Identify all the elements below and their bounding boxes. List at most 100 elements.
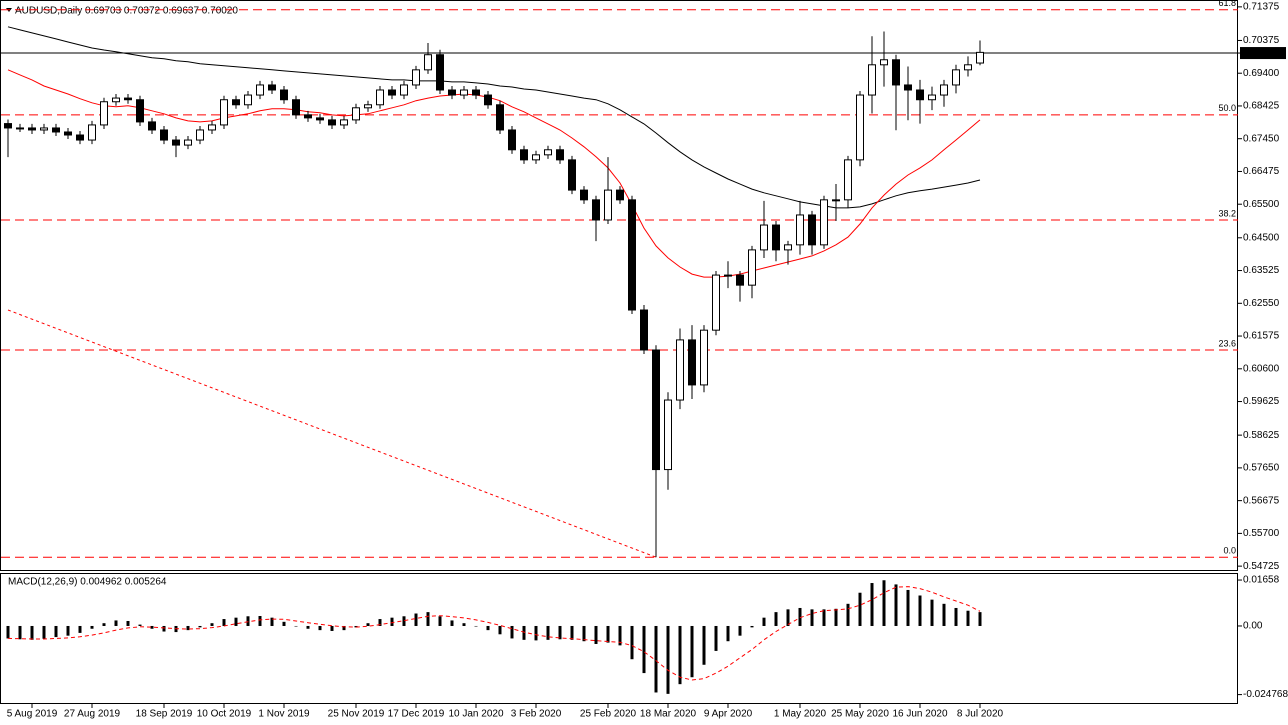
x-tick-label: 18 Sep 2019 <box>136 709 193 720</box>
candle-body <box>472 89 480 96</box>
macd-bar <box>198 625 202 628</box>
macd-bar <box>246 616 250 626</box>
macd-bar <box>258 616 262 626</box>
candle-body <box>340 119 348 126</box>
macd-bar <box>786 609 790 626</box>
candle-body <box>352 107 360 121</box>
candle-body <box>916 89 924 101</box>
candle-body <box>484 94 492 106</box>
y-tick-label: 0.61575 <box>1243 331 1280 342</box>
candle-body <box>856 94 864 161</box>
candle-body <box>628 199 636 311</box>
macd-bar <box>546 625 550 640</box>
y-tick-label: 0.69400 <box>1243 68 1280 79</box>
candle-body <box>544 149 552 156</box>
macd-bar <box>918 595 922 626</box>
macd-bar <box>462 623 466 626</box>
macd-bar <box>42 625 46 639</box>
macd-signal <box>7 586 981 681</box>
macd-bar <box>762 617 766 626</box>
candle-body <box>184 139 192 146</box>
x-tick-label: 9 Apr 2020 <box>704 709 753 720</box>
macd-bar <box>162 625 166 632</box>
candle-body <box>832 199 840 202</box>
macd-bar <box>906 589 910 626</box>
candle-body <box>244 94 252 106</box>
macd-bar <box>954 607 958 626</box>
macd-bar <box>186 625 190 631</box>
candle-body <box>952 69 960 86</box>
y-tick-label: 0.56675 <box>1243 495 1280 506</box>
x-tick-label: 16 Jun 2020 <box>892 709 947 720</box>
candle-body <box>364 104 372 109</box>
macd-bar <box>18 625 22 640</box>
candle-body <box>172 139 180 146</box>
macd-bar <box>594 625 598 644</box>
macd-bar <box>306 625 310 629</box>
macd-bar <box>522 625 526 640</box>
candle-body <box>604 189 612 221</box>
macd-bar <box>930 599 934 626</box>
macd-bar <box>510 625 514 639</box>
y-tick-label: 0.71375 <box>1243 2 1280 13</box>
candle-body <box>136 99 144 123</box>
candle-body <box>796 214 804 246</box>
moving-average <box>7 26 981 209</box>
x-tick-label: 8 Jul 2020 <box>957 709 1004 720</box>
candle-body <box>760 224 768 251</box>
candle-body <box>508 129 516 151</box>
macd-bar <box>294 625 298 627</box>
x-tick-label: 18 Mar 2020 <box>640 709 697 720</box>
candle-body <box>844 159 852 201</box>
candle-body <box>676 339 684 401</box>
x-tick-label: 17 Dec 2019 <box>388 709 445 720</box>
macd-bar <box>498 625 502 635</box>
candle-body <box>256 84 264 96</box>
y-tick-label: 0.58625 <box>1243 430 1280 441</box>
macd-bar <box>978 612 982 626</box>
fibo-level-label: 23.6 <box>1218 338 1236 348</box>
candle-body <box>640 309 648 351</box>
macd-bar <box>738 625 742 636</box>
fibo-level-label: 38.2 <box>1218 208 1236 218</box>
macd-bar <box>630 625 634 660</box>
y-tick-label: 0.00 <box>1243 621 1263 632</box>
candle-body <box>556 149 564 161</box>
main-panel-frame <box>0 0 1238 571</box>
macd-bar <box>102 623 106 626</box>
macd-title: MACD(12,26,9) 0.004962 0.005264 <box>8 577 167 588</box>
macd-bar <box>534 625 538 641</box>
y-tick-label: 0.59625 <box>1243 396 1280 407</box>
y-tick-label: 0.62550 <box>1243 298 1280 309</box>
candle-body <box>880 59 888 66</box>
macd-bar <box>690 625 694 678</box>
fibo-level-label: 61.8 <box>1218 0 1236 8</box>
candle-body <box>580 189 588 201</box>
macd-bar <box>138 624 142 626</box>
chart-title: AUDUSD,Daily 0.69703 0.70372 0.69637 0.7… <box>15 6 238 17</box>
x-tick-label: 10 Jan 2020 <box>448 709 503 720</box>
macd-bar <box>234 617 238 626</box>
x-tick-label: 10 Oct 2019 <box>197 709 252 720</box>
candle-body <box>100 101 108 126</box>
macd-bar <box>390 617 394 626</box>
price-label-box <box>1240 47 1286 60</box>
macd-bar <box>222 619 226 626</box>
candle-body <box>208 124 216 131</box>
macd-bar <box>678 625 682 685</box>
macd-bar <box>270 617 274 626</box>
macd-bar <box>858 592 862 626</box>
candle-body <box>160 129 168 141</box>
moving-average <box>7 69 981 278</box>
macd-bar <box>342 625 346 631</box>
candle-body <box>868 64 876 96</box>
candle-body <box>688 339 696 386</box>
macd-bar <box>774 612 778 626</box>
macd-bar <box>582 625 586 642</box>
macd-panel-frame <box>0 573 1238 704</box>
macd-bar <box>378 619 382 626</box>
candle-body <box>388 89 396 96</box>
macd-bar <box>750 625 754 628</box>
candle-body <box>748 249 756 286</box>
